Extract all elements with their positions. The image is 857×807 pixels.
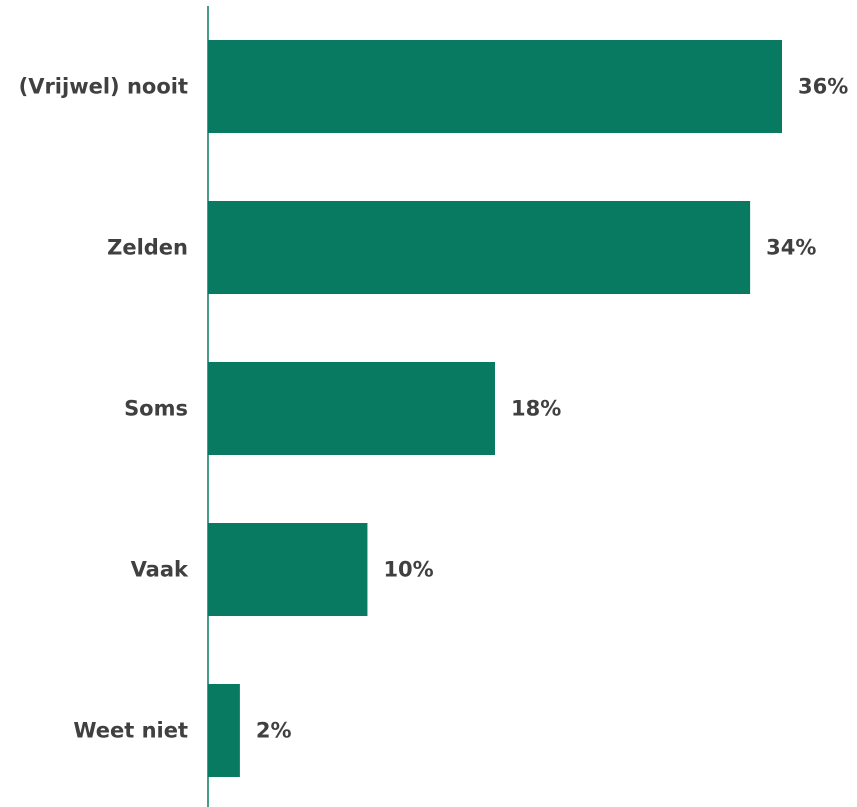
- value-label-4: 2%: [256, 719, 292, 743]
- value-labels-group: 36% 34% 18% 10% 2%: [256, 75, 848, 743]
- bars-group: [208, 40, 782, 777]
- category-label-1: Zelden: [107, 236, 188, 260]
- category-label-4: Weet niet: [73, 719, 188, 743]
- bar-0: [208, 40, 782, 133]
- category-label-3: Vaak: [131, 558, 189, 582]
- bar-1: [208, 201, 751, 294]
- category-label-0: (Vrijwel) nooit: [19, 75, 188, 99]
- value-label-1: 34%: [766, 236, 816, 260]
- value-label-3: 10%: [383, 558, 433, 582]
- value-label-0: 36%: [798, 75, 848, 99]
- bar-2: [208, 362, 495, 455]
- category-labels-group: (Vrijwel) nooit Zelden Soms Vaak Weet niet: [19, 75, 189, 743]
- bar-3: [208, 523, 368, 616]
- category-label-2: Soms: [124, 397, 188, 421]
- value-label-2: 18%: [511, 397, 561, 421]
- bar-4: [208, 684, 240, 777]
